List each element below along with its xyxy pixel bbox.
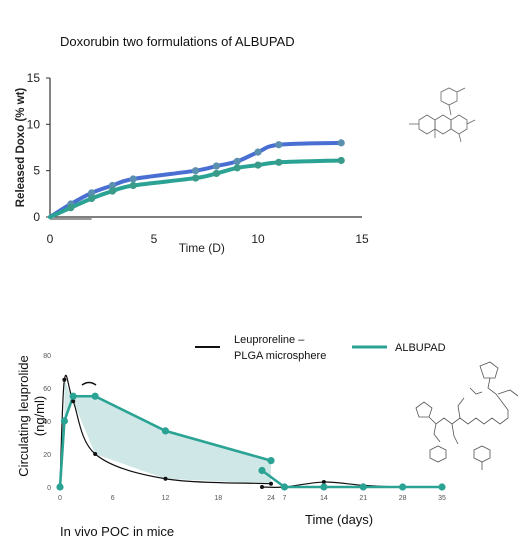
- albupad-point: [258, 466, 266, 475]
- x-tick-label-hours: 0: [58, 495, 62, 502]
- x-tick-label: 0: [47, 232, 54, 246]
- data-point: [192, 167, 200, 175]
- y-tick-label: 60: [43, 386, 51, 393]
- leuproreline-point: [163, 476, 168, 481]
- data-point: [67, 204, 75, 212]
- x-tick-label: 10: [251, 232, 265, 246]
- data-point: [212, 162, 220, 170]
- y-tick-label: 20: [43, 452, 51, 459]
- leuproreline-point: [62, 377, 67, 382]
- data-point: [192, 174, 200, 182]
- peak-arc: [81, 381, 97, 386]
- data-point: [88, 189, 96, 197]
- leuproreline-point: [71, 399, 76, 404]
- x-tick-label-days: 7: [283, 495, 287, 502]
- data-point: [88, 194, 96, 203]
- data-point: [254, 161, 262, 169]
- albupad-point: [399, 483, 407, 491]
- y-axis-label: Circulating leuprolide: [16, 355, 31, 476]
- albupad-point: [69, 392, 77, 400]
- data-point: [108, 187, 116, 195]
- y-tick-label: 0: [47, 485, 51, 492]
- y-tick-label: 15: [27, 71, 41, 85]
- y-tick-label: 80: [43, 353, 51, 360]
- doxorubicin-structure-icon: [409, 87, 476, 143]
- data-point: [129, 175, 137, 183]
- albupad-point: [56, 483, 64, 491]
- x-tick-label-days: 28: [399, 495, 407, 502]
- albupad-point: [161, 427, 170, 435]
- legend-label-leuproreline-2: PLGA microsphere: [234, 350, 326, 362]
- leuproreline-point: [93, 452, 98, 456]
- albupad-point: [91, 392, 99, 400]
- x-tick-label-hours: 12: [162, 495, 170, 502]
- data-point: [233, 157, 241, 165]
- albupad-point: [60, 417, 68, 425]
- data-point: [275, 158, 283, 166]
- data-point: [275, 141, 283, 149]
- leuproreline-point: [321, 480, 326, 485]
- pk-chart: 0 20 40 60 80 0 6 12 18 24 7 14 21 28 35 Circulating le…: [16, 334, 446, 527]
- x-axis-label: Time (days): [305, 512, 373, 527]
- y-axis-label: Released Doxo (% wt): [15, 88, 27, 208]
- data-point: [254, 148, 262, 156]
- albupad-point: [280, 483, 289, 491]
- legend-label-leuproreline-1: Leuproreline –: [234, 334, 305, 346]
- leuproreline-point: [269, 481, 273, 486]
- albupad-line-days: [261, 469, 442, 489]
- y-tick-label: 10: [27, 117, 41, 131]
- y-tick-label: 0: [33, 210, 40, 224]
- data-point: [337, 156, 345, 165]
- data-point: [233, 164, 241, 172]
- albupad-point: [438, 483, 446, 491]
- data-point: [108, 181, 116, 190]
- legend-label-albupad: ALBUPAD: [395, 342, 446, 354]
- y-tick-label: 40: [43, 419, 51, 426]
- albupad-point: [359, 483, 367, 491]
- x-tick-label: 5: [151, 232, 158, 246]
- albupad-point: [320, 483, 328, 491]
- albupad-line-hours: [58, 394, 272, 488]
- y-tick-label: 5: [33, 164, 40, 178]
- x-tick-label: 15: [355, 232, 369, 246]
- leuprolide-structure-icon: [415, 361, 519, 470]
- x-tick-label-hours: 18: [214, 495, 222, 502]
- data-point: [212, 169, 220, 178]
- x-tick-label-days: 21: [359, 495, 367, 502]
- x-tick-label-days: 14: [320, 495, 328, 502]
- x-tick-label-days: 35: [438, 495, 446, 502]
- slide-title: Doxorubin two formulations of ALBUPAD: [60, 34, 295, 49]
- leuproreline-point: [260, 485, 264, 489]
- data-point: [129, 181, 137, 190]
- data-point: [337, 139, 345, 147]
- leuproreline-line-hours: [59, 374, 272, 488]
- x-tick-label-hours: 6: [111, 495, 115, 502]
- y-axis-unit: (ng/ml): [32, 396, 47, 436]
- albupad-point: [267, 457, 275, 465]
- footer-caption: In vivo POC in mice: [60, 524, 175, 539]
- x-axis-label: Time (D): [179, 241, 225, 255]
- x-tick-label-hours: 24: [267, 495, 275, 502]
